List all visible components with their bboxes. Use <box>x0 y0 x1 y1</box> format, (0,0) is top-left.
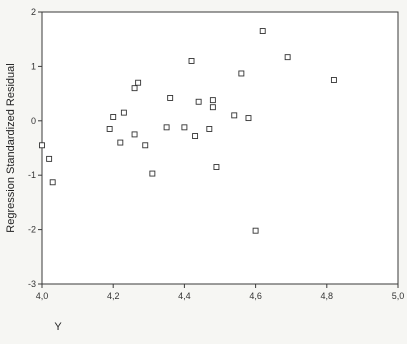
data-point <box>252 227 259 234</box>
data-point <box>110 114 117 120</box>
x-tick-label: 4,8 <box>321 291 334 301</box>
x-tick-label: 4,2 <box>107 291 120 301</box>
y-axis-title: Regression Standardized Residual <box>5 63 17 232</box>
y-tick-label: -2 <box>28 225 36 235</box>
data-point <box>167 95 174 101</box>
data-point <box>284 54 291 61</box>
data-point <box>259 28 266 34</box>
data-point <box>117 139 124 146</box>
data-point <box>135 79 142 86</box>
data-point <box>39 142 45 149</box>
x-tick-label: 4,4 <box>178 291 191 301</box>
y-tick-label: 0 <box>31 116 36 126</box>
data-point <box>149 170 156 177</box>
x-tick-label: 4,6 <box>249 291 262 301</box>
data-point <box>120 109 127 116</box>
data-point <box>231 112 238 119</box>
data-point <box>181 124 188 131</box>
data-point <box>209 97 216 104</box>
y-tick-label: 2 <box>31 7 36 17</box>
x-axis-title: Y <box>54 321 62 333</box>
data-point <box>131 131 138 138</box>
y-axis-ticks: -3 -2 -1 0 1 2 <box>28 7 42 289</box>
data-point <box>163 124 170 131</box>
data-point <box>188 58 195 64</box>
x-tick-label: 4,0 <box>36 291 49 301</box>
data-points <box>39 28 337 234</box>
y-tick-label: 1 <box>31 61 36 71</box>
data-point <box>131 85 138 92</box>
data-point <box>195 98 202 105</box>
data-point <box>192 133 199 139</box>
data-point <box>213 164 220 170</box>
data-point <box>330 77 337 83</box>
x-tick-label: 5,0 <box>392 291 405 301</box>
plot-background <box>41 11 399 285</box>
data-point <box>206 126 213 132</box>
data-point <box>238 70 245 77</box>
plot-area-group <box>41 11 399 285</box>
data-point <box>209 104 216 111</box>
data-point <box>142 142 149 149</box>
data-point <box>46 155 53 162</box>
data-point <box>106 126 113 132</box>
data-point <box>245 115 252 122</box>
x-axis-ticks: 4,0 4,2 4,4 4,6 4,8 5,0 <box>36 284 405 301</box>
data-point <box>49 179 56 186</box>
y-tick-label: -1 <box>28 170 36 180</box>
y-tick-label: -3 <box>28 279 36 289</box>
